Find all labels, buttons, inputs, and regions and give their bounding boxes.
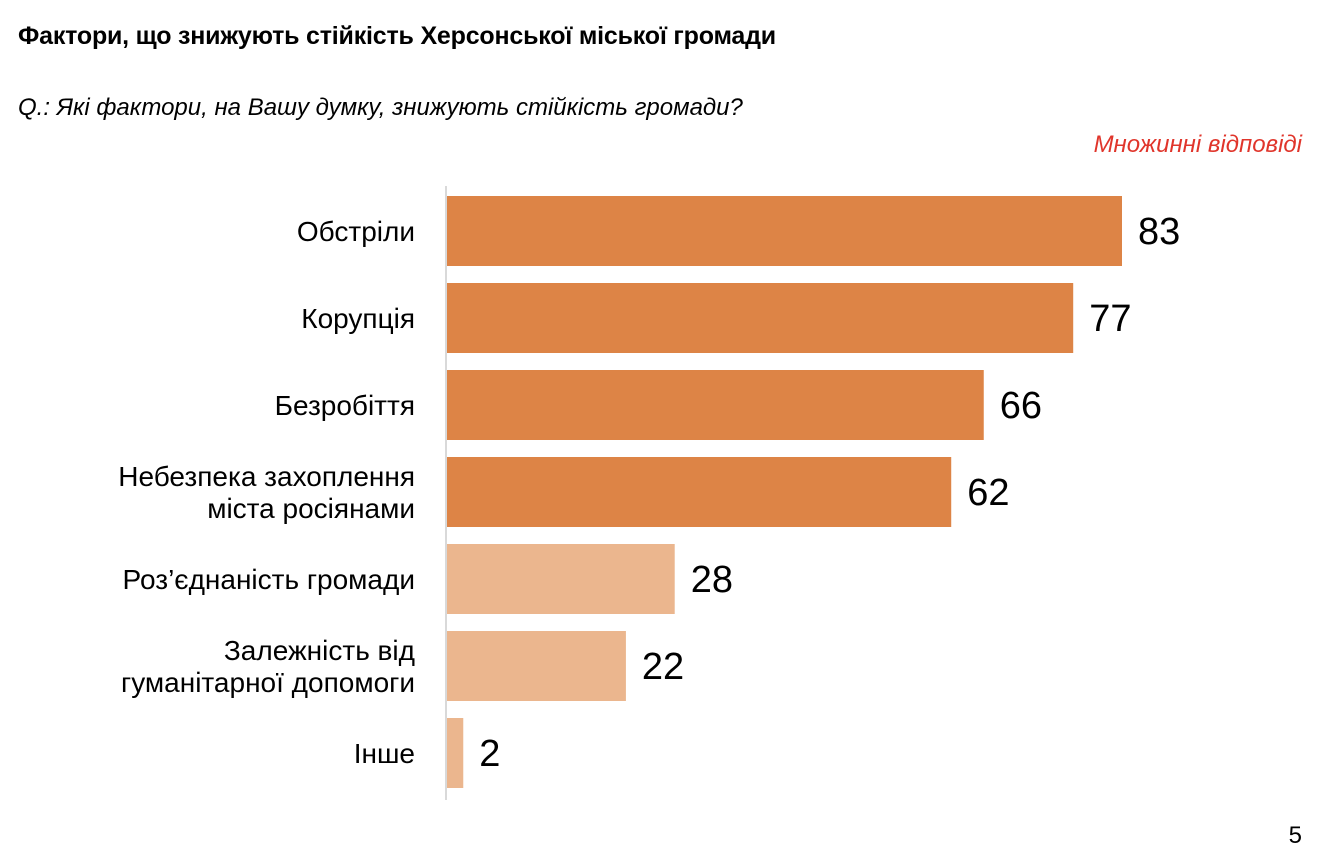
chart-title: Фактори, що знижують стійкість Херсонськ… <box>18 22 776 50</box>
category-label-line: Безробіття <box>275 390 415 421</box>
category-label-line: Залежність від <box>224 635 415 666</box>
bar <box>447 718 464 788</box>
category-label-line: Небезпека захоплення <box>118 461 415 492</box>
survey-question: Q.: Які фактори, на Вашу думку, знижують… <box>18 94 743 121</box>
bar <box>447 544 675 614</box>
category-label: Небезпека захоплення міста росіянами <box>118 461 415 524</box>
category-label: Інше <box>354 738 415 769</box>
bar-value-label: 77 <box>1089 298 1131 340</box>
bar-value-label: 83 <box>1138 211 1180 253</box>
category-label: Роз’єднаність громади <box>123 564 415 595</box>
category-label: Безробіття <box>275 390 415 421</box>
bar-value-label: 2 <box>479 733 500 775</box>
page-number: 5 <box>1288 822 1302 849</box>
category-label-line: міста росіянами <box>207 493 415 524</box>
category-label-line: Роз’єднаність громади <box>123 564 415 595</box>
bar <box>447 370 984 440</box>
bar <box>447 283 1074 353</box>
category-label: Залежність від гуманітарної допомоги <box>121 635 415 698</box>
bar-value-label: 62 <box>967 472 1009 514</box>
bar-value-label: 28 <box>691 559 733 601</box>
bar-value-label: 66 <box>1000 385 1042 427</box>
bar <box>447 196 1122 266</box>
category-label: Корупція <box>301 303 415 334</box>
category-label-line: Інше <box>354 738 415 769</box>
category-label: Обстріли <box>297 216 415 247</box>
bar <box>447 631 626 701</box>
bar-value-label: 22 <box>642 646 684 688</box>
bar <box>447 457 952 527</box>
category-label-line: Корупція <box>301 303 415 334</box>
category-label-line: гуманітарної допомоги <box>121 667 415 698</box>
category-label-line: Обстріли <box>297 216 415 247</box>
multiple-answers-note: Множинні відповіді <box>1093 131 1302 158</box>
